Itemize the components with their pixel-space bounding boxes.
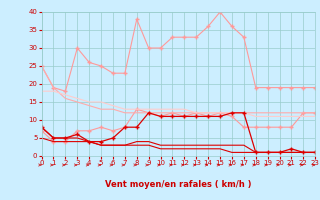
X-axis label: Vent moyen/en rafales ( km/h ): Vent moyen/en rafales ( km/h ) [105, 180, 252, 189]
